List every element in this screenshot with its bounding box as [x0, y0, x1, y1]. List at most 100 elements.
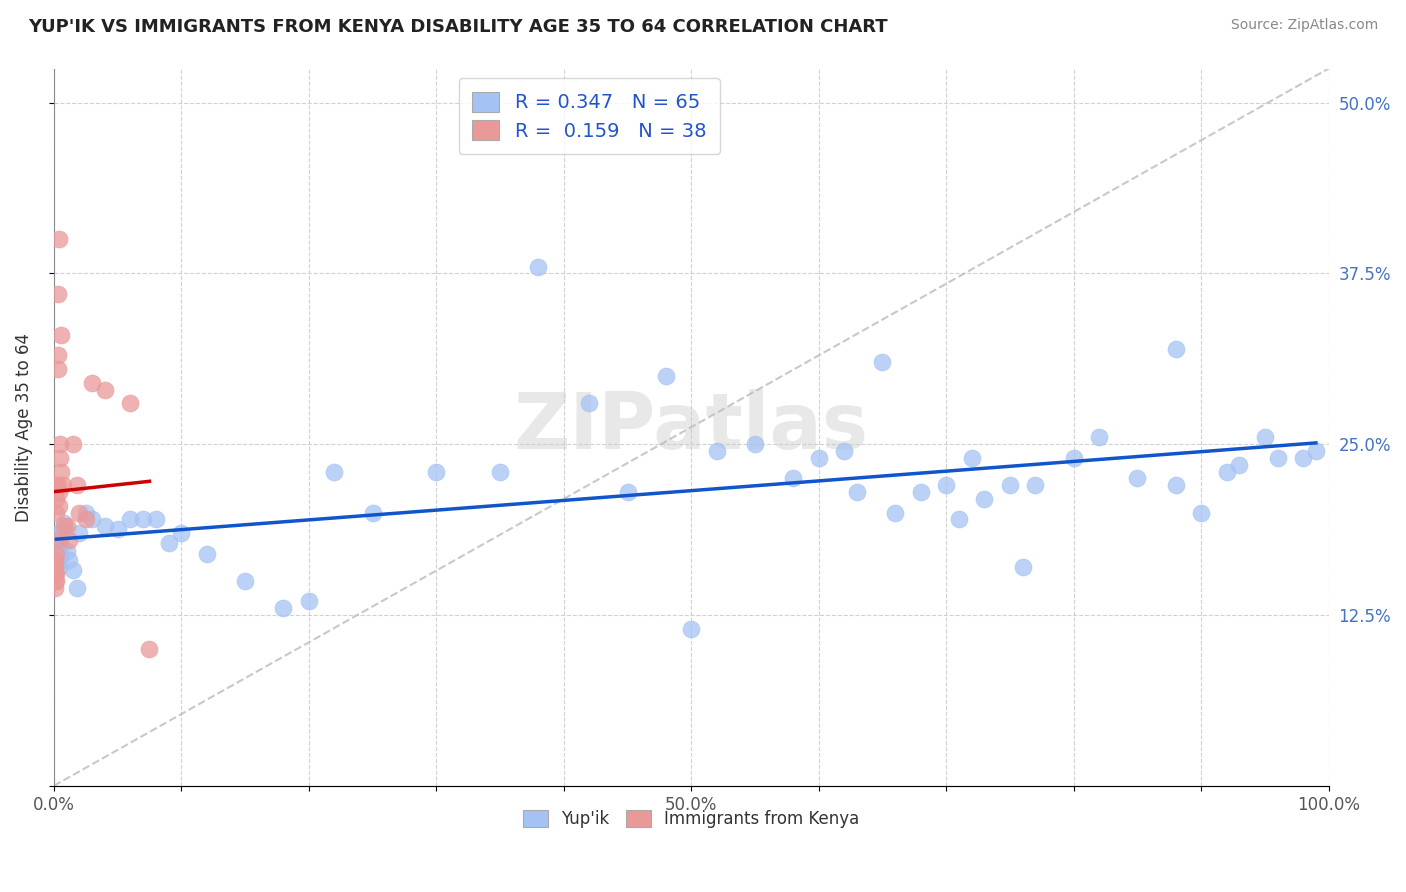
Text: YUP'IK VS IMMIGRANTS FROM KENYA DISABILITY AGE 35 TO 64 CORRELATION CHART: YUP'IK VS IMMIGRANTS FROM KENYA DISABILI… — [28, 18, 887, 36]
Point — [45, 478, 67, 492]
Point — [45, 567, 67, 582]
Point — [1164, 342, 1187, 356]
Point — [55, 543, 77, 558]
Point — [120, 512, 142, 526]
Point — [233, 574, 256, 588]
Point — [170, 526, 193, 541]
Point — [45, 574, 67, 588]
Point — [846, 485, 869, 500]
Point — [807, 450, 830, 465]
Point — [107, 522, 129, 536]
Point — [706, 444, 728, 458]
Point — [138, 642, 160, 657]
Point — [51, 465, 73, 479]
Point — [67, 506, 90, 520]
Point — [681, 622, 703, 636]
Point — [1189, 506, 1212, 520]
Point — [46, 533, 69, 547]
Point — [46, 287, 69, 301]
Point — [51, 327, 73, 342]
Point — [45, 491, 67, 506]
Y-axis label: Disability Age 35 to 64: Disability Age 35 to 64 — [15, 333, 32, 522]
Point — [44, 560, 66, 574]
Point — [935, 478, 957, 492]
Point — [46, 553, 69, 567]
Point — [998, 478, 1021, 492]
Point — [75, 512, 97, 526]
Point — [45, 540, 67, 554]
Point — [782, 471, 804, 485]
Point — [489, 465, 512, 479]
Point — [195, 547, 218, 561]
Point — [55, 519, 77, 533]
Point — [45, 547, 67, 561]
Point — [298, 594, 321, 608]
Point — [53, 519, 76, 533]
Point — [51, 530, 73, 544]
Point — [94, 519, 117, 533]
Point — [157, 535, 180, 549]
Point — [44, 581, 66, 595]
Point — [49, 450, 72, 465]
Point — [46, 478, 69, 492]
Point — [44, 553, 66, 567]
Point — [872, 355, 894, 369]
Point — [48, 485, 70, 500]
Point — [1063, 450, 1085, 465]
Point — [960, 450, 983, 465]
Point — [145, 512, 167, 526]
Point — [51, 549, 73, 564]
Point — [44, 567, 66, 582]
Point — [948, 512, 970, 526]
Point — [1229, 458, 1251, 472]
Point — [1305, 444, 1327, 458]
Point — [44, 574, 66, 588]
Point — [80, 512, 103, 526]
Point — [58, 553, 80, 567]
Point — [973, 491, 995, 506]
Point — [53, 516, 76, 531]
Point — [75, 506, 97, 520]
Point — [52, 478, 75, 492]
Point — [655, 368, 678, 383]
Point — [527, 260, 550, 274]
Point — [58, 533, 80, 547]
Point — [132, 512, 155, 526]
Point — [910, 485, 932, 500]
Point — [744, 437, 766, 451]
Point — [48, 547, 70, 561]
Point — [66, 581, 89, 595]
Point — [578, 396, 600, 410]
Text: ZIPatlas: ZIPatlas — [513, 389, 869, 465]
Point — [1011, 560, 1033, 574]
Legend: Yup'ik, Immigrants from Kenya: Yup'ik, Immigrants from Kenya — [516, 804, 866, 835]
Point — [46, 348, 69, 362]
Point — [44, 553, 66, 567]
Point — [323, 465, 346, 479]
Point — [48, 560, 70, 574]
Point — [94, 383, 117, 397]
Point — [80, 376, 103, 390]
Point — [1126, 471, 1149, 485]
Point — [46, 526, 69, 541]
Point — [1024, 478, 1046, 492]
Point — [1215, 465, 1237, 479]
Point — [1254, 430, 1277, 444]
Point — [67, 526, 90, 541]
Point — [52, 522, 75, 536]
Point — [66, 478, 89, 492]
Point — [1267, 450, 1289, 465]
Point — [49, 535, 72, 549]
Point — [44, 560, 66, 574]
Point — [425, 465, 447, 479]
Point — [46, 362, 69, 376]
Text: Source: ZipAtlas.com: Source: ZipAtlas.com — [1230, 18, 1378, 32]
Point — [616, 485, 638, 500]
Point — [45, 506, 67, 520]
Point — [49, 437, 72, 451]
Point — [48, 232, 70, 246]
Point — [1088, 430, 1111, 444]
Point — [1292, 450, 1315, 465]
Point — [832, 444, 855, 458]
Point — [62, 563, 84, 577]
